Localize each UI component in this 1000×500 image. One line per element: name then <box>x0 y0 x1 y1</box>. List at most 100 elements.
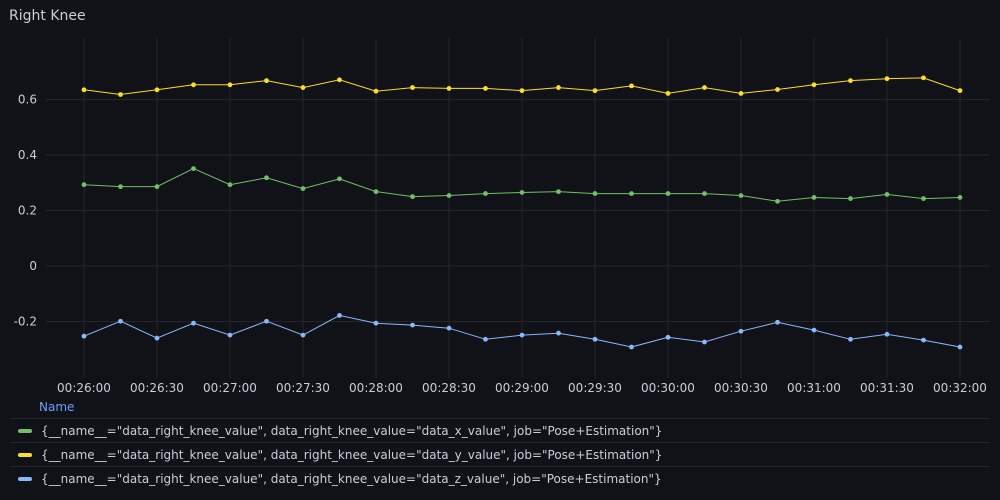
data-point <box>81 333 87 339</box>
data-point <box>884 76 890 82</box>
x-tick-label: 00:32:00 <box>933 381 987 395</box>
data-point <box>957 195 963 200</box>
data-point <box>118 184 123 190</box>
data-point <box>337 312 342 318</box>
data-point <box>337 77 342 83</box>
data-point <box>665 90 671 96</box>
data-point <box>300 85 306 90</box>
data-point <box>957 88 963 94</box>
data-point <box>738 90 744 96</box>
data-point <box>592 88 598 94</box>
y-tick-label: 0.6 <box>18 93 37 107</box>
data-point <box>191 82 196 88</box>
x-tick-label: 00:29:00 <box>495 381 549 395</box>
data-point <box>848 196 853 201</box>
data-point <box>629 83 634 89</box>
y-tick-label: 0 <box>29 259 37 273</box>
x-tick-label: 00:29:30 <box>568 381 622 395</box>
x-tick-label: 00:27:30 <box>276 381 330 395</box>
data-point <box>373 189 379 195</box>
data-point <box>446 325 452 331</box>
data-point <box>264 318 269 324</box>
data-point <box>665 334 671 340</box>
data-point <box>410 322 415 328</box>
data-point <box>848 336 853 342</box>
x-tick-label: 00:31:00 <box>787 381 841 395</box>
data-point <box>519 88 525 94</box>
data-point <box>811 82 817 88</box>
data-point <box>556 85 561 90</box>
data-point <box>702 191 707 196</box>
data-point <box>775 198 780 204</box>
data-point <box>227 82 233 88</box>
x-tick-label: 00:31:30 <box>860 381 914 395</box>
data-point <box>483 336 488 342</box>
y-tick-label: 0.2 <box>18 204 37 218</box>
data-point <box>519 190 525 195</box>
legend-swatch-x <box>18 429 32 433</box>
data-point <box>775 87 780 92</box>
data-point <box>264 78 269 84</box>
legend-item-z[interactable]: {__name__="data_right_knee_value", data_… <box>10 466 990 491</box>
data-point <box>811 195 817 200</box>
x-tick-label: 00:28:00 <box>349 381 403 395</box>
data-point <box>921 337 926 343</box>
x-tick-label: 00:30:30 <box>714 381 768 395</box>
x-tick-label: 00:27:00 <box>203 381 257 395</box>
data-point <box>300 332 306 338</box>
data-point <box>884 331 890 337</box>
legend-header[interactable]: Name <box>39 400 75 414</box>
data-point <box>191 166 196 171</box>
data-point <box>81 87 87 93</box>
data-point <box>81 182 87 188</box>
y-tick-label: 0.4 <box>18 148 37 162</box>
data-point <box>227 332 233 338</box>
data-point <box>337 176 342 182</box>
data-point <box>191 320 196 326</box>
legend-label-x: {__name__="data_right_knee_value", data_… <box>41 424 663 438</box>
data-point <box>154 87 160 93</box>
legend-item-x[interactable]: {__name__="data_right_knee_value", data_… <box>10 418 990 443</box>
data-point <box>519 332 525 338</box>
data-point <box>446 86 452 91</box>
x-tick-label: 00:28:30 <box>422 381 476 395</box>
data-point <box>154 335 160 341</box>
data-point <box>373 88 379 94</box>
data-point <box>702 85 707 90</box>
legend-label-y: {__name__="data_right_knee_value", data_… <box>41 448 663 462</box>
data-point <box>738 193 744 198</box>
data-point <box>811 327 817 333</box>
y-tick-label: -0.2 <box>14 315 37 329</box>
data-point <box>738 328 744 334</box>
data-point <box>373 320 379 326</box>
data-point <box>300 186 306 191</box>
data-point <box>848 78 853 84</box>
data-point <box>592 191 598 196</box>
data-point <box>629 344 634 350</box>
data-point <box>921 196 926 201</box>
data-point <box>556 330 561 336</box>
data-point <box>118 92 123 97</box>
legend-swatch-y <box>18 453 32 457</box>
legend-label-z: {__name__="data_right_knee_value", data_… <box>41 472 662 486</box>
data-point <box>665 191 671 196</box>
data-point <box>483 191 488 196</box>
data-point <box>702 339 707 345</box>
panel-title: Right Knee <box>9 8 86 24</box>
legend-item-y[interactable]: {__name__="data_right_knee_value", data_… <box>10 442 990 467</box>
line-chart[interactable]: 0.6 0.4 0.2 0 -0.2 00:26:00 00:26:30 00:27:00 00… <box>0 0 1000 400</box>
x-tick-label: 00:26:00 <box>57 381 111 395</box>
data-point <box>154 184 160 190</box>
data-point <box>592 336 598 342</box>
x-tick-label: 00:26:30 <box>130 381 184 395</box>
data-point <box>446 193 452 198</box>
x-tick-label: 00:30:00 <box>641 381 695 395</box>
data-point <box>921 75 926 81</box>
data-point <box>410 85 415 90</box>
data-point <box>483 86 488 91</box>
data-point <box>227 182 233 188</box>
data-point <box>556 189 561 195</box>
data-point <box>629 191 634 196</box>
data-point <box>264 175 269 181</box>
data-point <box>118 318 123 324</box>
